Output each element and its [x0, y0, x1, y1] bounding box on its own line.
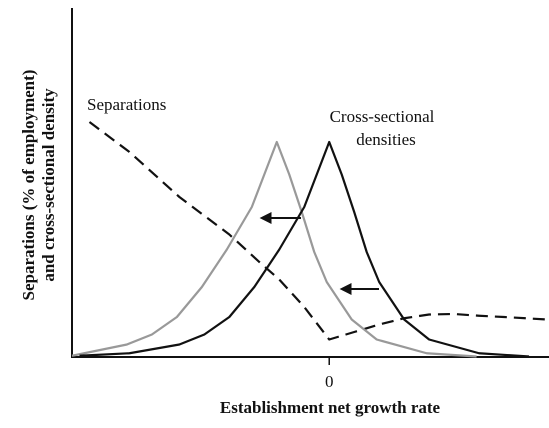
annotation: Separations — [87, 95, 166, 114]
x-axis-label: Establishment net growth rate — [220, 398, 441, 417]
series-line — [88, 121, 547, 341]
series-line — [71, 140, 477, 358]
annotation: Cross-sectional — [330, 107, 435, 126]
x-tick-label: 0 — [325, 372, 334, 391]
y-axis-label-line: Separations (% of employment) — [19, 70, 38, 301]
annotation: densities — [356, 130, 416, 149]
y-axis-label-line: and cross-sectional density — [39, 88, 58, 282]
series-line — [79, 140, 530, 358]
y-axis-label: Separations (% of employment) and cross-… — [19, 70, 58, 301]
